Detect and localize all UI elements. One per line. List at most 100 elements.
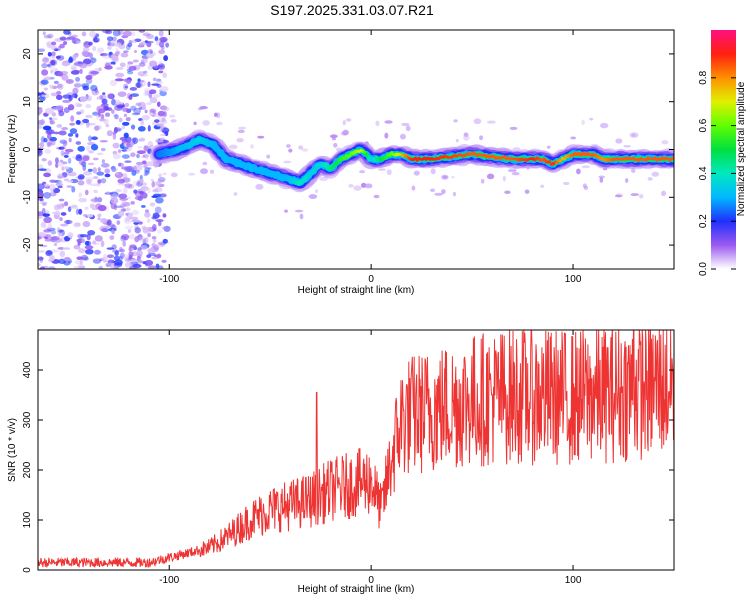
noise-speck	[139, 73, 149, 77]
trace-blob	[188, 143, 192, 148]
snr-series-line	[38, 330, 674, 568]
noise-speck	[160, 133, 166, 137]
noise-speck	[96, 152, 104, 156]
noise-speck	[119, 248, 126, 253]
noise-speck	[61, 203, 65, 207]
noise-speck	[50, 92, 60, 97]
colorbar-label: Normalized spectral amplitude	[736, 81, 747, 216]
noise-speck	[82, 155, 90, 161]
noise-speck	[486, 173, 495, 180]
noise-speck	[98, 105, 105, 110]
noise-speck	[158, 173, 163, 178]
noise-speck	[154, 119, 160, 123]
noise-speck	[49, 254, 55, 262]
noise-speck	[138, 221, 143, 225]
noise-speck	[46, 227, 56, 231]
noise-speck	[114, 114, 119, 120]
x-tick-label: 0	[368, 274, 374, 285]
noise-speck	[55, 55, 61, 59]
noise-speck	[40, 79, 49, 85]
snr-panel: -100 0 100 0 100 200 300 400 Height of straight…	[7, 329, 675, 595]
noise-speck	[155, 181, 162, 187]
noise-speck	[67, 171, 77, 177]
noise-speck	[96, 113, 100, 120]
noise-speck	[512, 147, 521, 152]
noise-speck	[161, 226, 168, 230]
noise-speck	[42, 57, 50, 63]
noise-speck	[384, 132, 389, 139]
noise-speck	[88, 41, 93, 46]
noise-speck	[581, 119, 585, 126]
noise-speck	[82, 164, 87, 171]
noise-speck	[111, 167, 118, 172]
noise-speck	[114, 78, 124, 82]
noise-speck	[62, 99, 71, 103]
noise-speck	[599, 122, 609, 129]
noise-speck	[133, 221, 139, 225]
noise-speck	[125, 212, 129, 216]
noise-speck	[128, 65, 137, 71]
noise-speck	[110, 193, 118, 200]
noise-speck	[150, 178, 155, 182]
noise-speck	[39, 266, 46, 269]
noise-speck	[38, 168, 47, 171]
noise-speck	[78, 197, 88, 203]
noise-speck	[126, 212, 133, 218]
noise-speck	[101, 159, 106, 164]
noise-speck	[57, 45, 62, 51]
noise-speck	[112, 153, 121, 160]
noise-speck	[111, 229, 116, 235]
noise-speck	[143, 145, 149, 152]
noise-speck	[63, 201, 69, 207]
noise-speck	[124, 254, 129, 260]
noise-speck	[599, 177, 604, 183]
noise-speck	[134, 196, 144, 201]
noise-speck	[54, 157, 59, 164]
noise-speck	[162, 72, 167, 78]
trace-blob	[363, 150, 366, 154]
colorbar-tick-label: 0.6	[698, 118, 709, 132]
noise-speck	[142, 261, 146, 265]
noise-speck	[629, 132, 639, 138]
noise-speck	[112, 56, 119, 63]
noise-speck	[502, 175, 507, 182]
trace-blob	[308, 172, 312, 176]
noise-speck	[147, 218, 151, 223]
noise-speck	[146, 161, 156, 167]
noise-speck	[301, 148, 309, 152]
noise-speck	[134, 227, 141, 234]
noise-speck	[77, 180, 85, 186]
noise-speck	[116, 220, 121, 225]
y-tick-label: 400	[22, 361, 33, 378]
noise-speck	[209, 169, 215, 174]
noise-speck	[43, 137, 48, 143]
noise-speck	[122, 146, 129, 150]
noise-speck	[147, 124, 151, 132]
noise-speck	[39, 201, 48, 205]
noise-speck	[333, 142, 338, 148]
noise-speck	[50, 139, 56, 146]
noise-speck	[120, 203, 126, 208]
noise-speck	[154, 36, 159, 42]
noise-speck	[159, 105, 168, 111]
noise-speck	[151, 83, 160, 86]
noise-speck	[399, 133, 406, 140]
noise-speck	[127, 42, 133, 48]
noise-speck	[60, 150, 65, 157]
noise-speck	[405, 125, 411, 132]
noise-speck	[152, 239, 157, 243]
noise-speck	[47, 160, 53, 166]
y-tick-label: -10	[22, 190, 33, 205]
noise-speck	[73, 83, 82, 88]
noise-speck	[53, 204, 61, 211]
noise-speck	[89, 203, 96, 209]
noise-speck	[109, 223, 115, 228]
trace-blob	[221, 153, 225, 157]
noise-speck	[141, 58, 148, 64]
noise-speck	[114, 250, 119, 256]
noise-speck	[63, 30, 71, 35]
noise-speck	[286, 144, 291, 148]
noise-speck	[145, 226, 153, 233]
noise-speck	[50, 59, 56, 66]
noise-speck	[139, 179, 143, 184]
